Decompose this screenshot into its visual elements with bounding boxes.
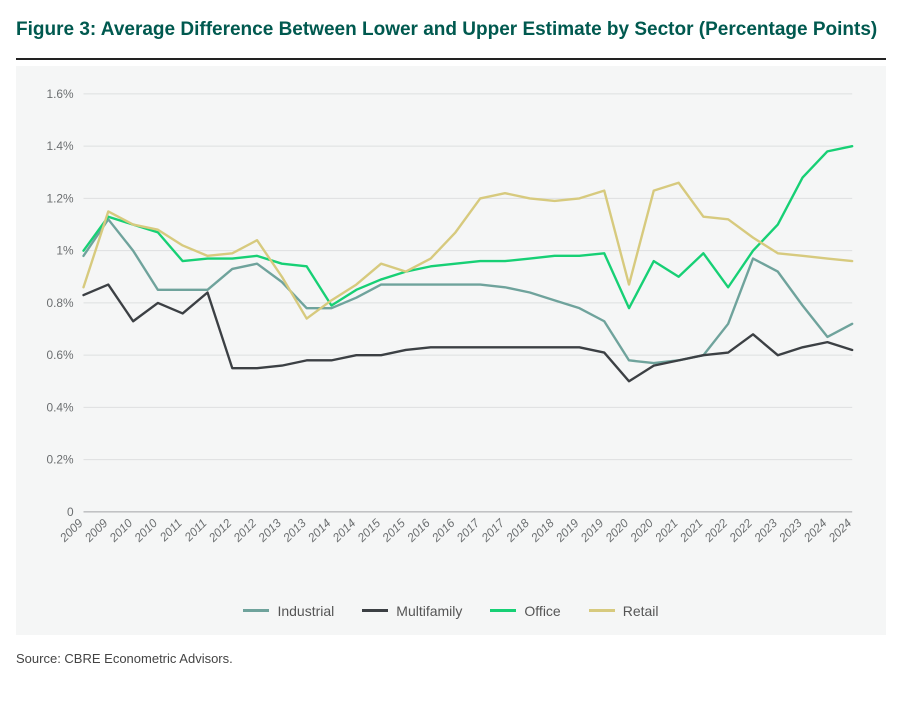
x-axis-tick-label: 2020 — [627, 515, 657, 545]
x-axis-tick-label: 2022 — [726, 515, 756, 545]
figure-title: Figure 3: Average Difference Between Low… — [16, 16, 886, 44]
x-axis-tick-label: 2024 — [800, 515, 830, 545]
legend-item-office: Office — [490, 603, 560, 619]
y-axis-tick-label: 0.4% — [47, 400, 75, 414]
line-chart: 00.2%0.4%0.6%0.8%1%1.2%1.4%1.6%200920092… — [30, 84, 872, 589]
source-note: Source: CBRE Econometric Advisors. — [16, 651, 886, 666]
series-line-industrial — [84, 219, 853, 363]
x-axis-tick-label: 2009 — [81, 515, 111, 545]
x-axis-tick-label: 2009 — [56, 515, 86, 545]
x-axis-tick-label: 2024 — [825, 515, 855, 545]
y-axis-tick-label: 1.4% — [47, 139, 75, 153]
x-axis-tick-label: 2020 — [602, 515, 632, 545]
x-axis-tick-label: 2018 — [527, 515, 557, 545]
title-rule — [16, 58, 886, 60]
y-axis-tick-label: 1% — [56, 243, 74, 257]
x-axis-tick-label: 2021 — [676, 516, 705, 545]
x-axis-tick-label: 2014 — [329, 515, 359, 545]
legend-item-retail: Retail — [589, 603, 659, 619]
y-axis-tick-label: 1.6% — [47, 86, 75, 100]
x-axis-tick-label: 2013 — [255, 515, 285, 545]
legend-item-industrial: Industrial — [243, 603, 334, 619]
x-axis-tick-label: 2012 — [230, 515, 260, 545]
x-axis-tick-label: 2011 — [181, 516, 210, 545]
x-axis-tick-label: 2023 — [775, 515, 805, 545]
x-axis-tick-label: 2017 — [453, 515, 483, 545]
legend-item-multifamily: Multifamily — [362, 603, 462, 619]
x-axis-tick-label: 2016 — [428, 515, 458, 545]
x-axis-tick-label: 2023 — [751, 515, 781, 545]
legend-label: Industrial — [277, 603, 334, 619]
x-axis-tick-label: 2010 — [131, 515, 161, 545]
x-axis-tick-label: 2022 — [701, 515, 731, 545]
legend-label: Office — [524, 603, 560, 619]
x-axis-tick-label: 2014 — [304, 515, 334, 545]
legend-swatch — [589, 609, 615, 612]
y-axis-tick-label: 0.8% — [47, 295, 75, 309]
y-axis-tick-label: 0.2% — [47, 452, 75, 466]
x-axis-tick-label: 2016 — [403, 515, 433, 545]
x-axis-tick-label: 2018 — [503, 515, 533, 545]
legend-swatch — [243, 609, 269, 612]
legend-label: Multifamily — [396, 603, 462, 619]
x-axis-tick-label: 2015 — [379, 515, 409, 545]
chart-legend: Industrial Multifamily Office Retail — [30, 589, 872, 625]
y-axis-tick-label: 0.6% — [47, 348, 75, 362]
x-axis-tick-label: 2010 — [106, 515, 136, 545]
y-axis-tick-label: 0 — [67, 504, 74, 518]
x-axis-tick-label: 2012 — [205, 515, 235, 545]
x-axis-tick-label: 2019 — [552, 515, 582, 545]
x-axis-tick-label: 2013 — [279, 515, 309, 545]
y-axis-tick-label: 1.2% — [47, 191, 75, 205]
legend-swatch — [362, 609, 388, 612]
x-axis-tick-label: 2011 — [156, 516, 185, 545]
x-axis-tick-label: 2021 — [651, 516, 680, 545]
legend-label: Retail — [623, 603, 659, 619]
x-axis-tick-label: 2017 — [478, 515, 508, 545]
chart-container: 00.2%0.4%0.6%0.8%1%1.2%1.4%1.6%200920092… — [16, 66, 886, 635]
x-axis-tick-label: 2019 — [577, 515, 607, 545]
x-axis-tick-label: 2015 — [354, 515, 384, 545]
legend-swatch — [490, 609, 516, 612]
